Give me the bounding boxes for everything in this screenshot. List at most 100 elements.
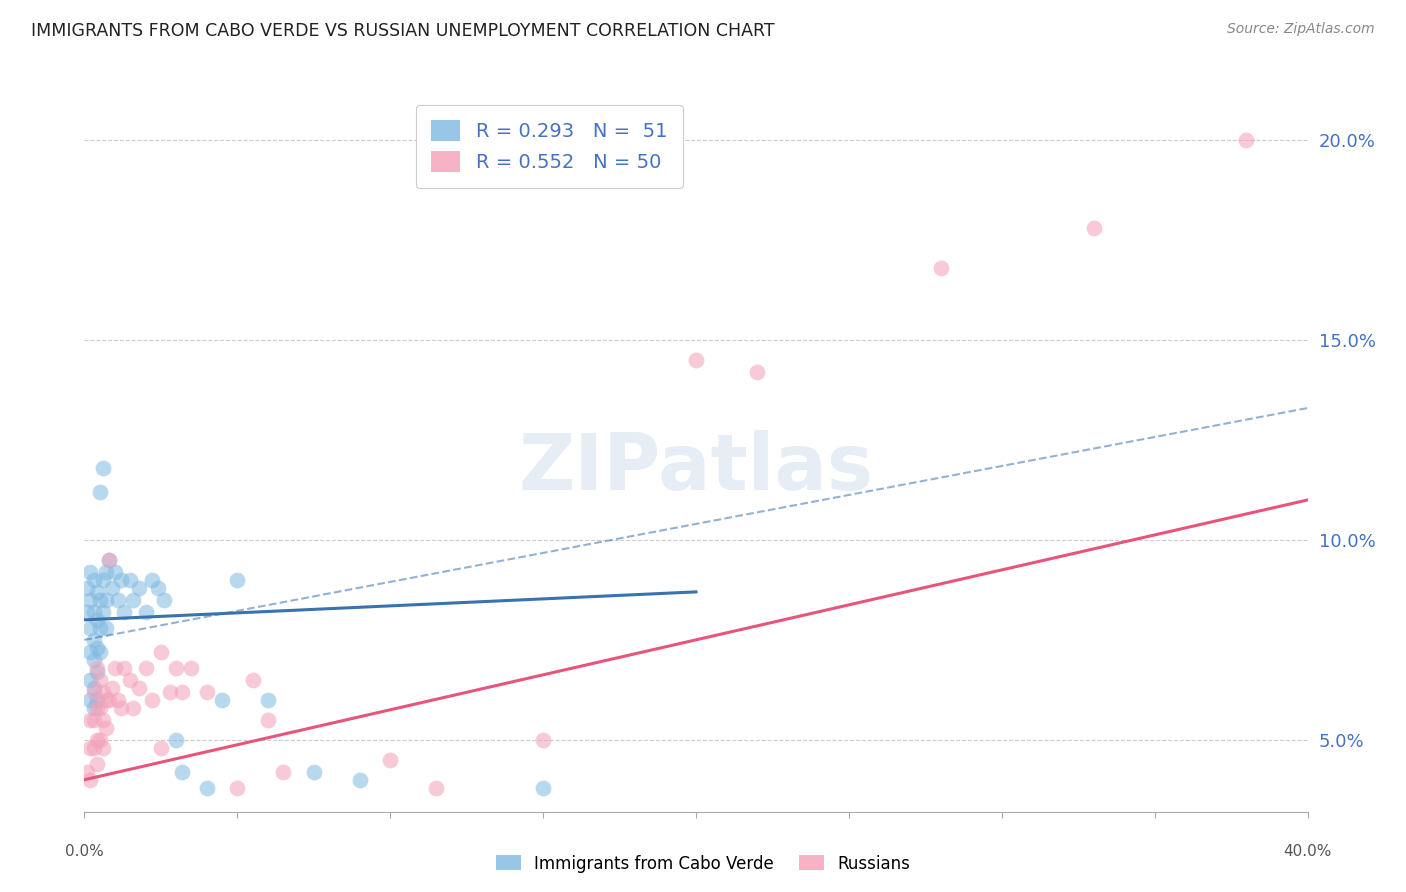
Point: [89, 673, 111, 687]
Point: [89, 593, 111, 607]
Point: [94, 565, 117, 579]
Point: [195, 780, 218, 795]
Point: [94, 693, 117, 707]
Point: [86, 585, 108, 599]
Point: [271, 764, 294, 779]
Point: [91, 740, 114, 755]
Point: [79, 565, 101, 579]
Point: [135, 605, 157, 619]
Point: [122, 700, 145, 714]
Point: [380, 753, 402, 767]
Point: [149, 740, 172, 755]
Point: [101, 681, 124, 695]
Point: [120, 573, 142, 587]
Point: [86, 700, 108, 714]
Point: [94, 621, 117, 635]
Point: [141, 693, 163, 707]
Point: [83, 740, 105, 755]
Point: [83, 713, 105, 727]
Point: [172, 764, 194, 779]
Point: [531, 732, 554, 747]
Point: [83, 573, 105, 587]
Point: [97, 553, 120, 567]
Point: [112, 661, 135, 675]
Point: [91, 713, 114, 727]
Point: [104, 565, 127, 579]
Point: [83, 653, 105, 667]
Point: [257, 713, 280, 727]
Point: [172, 685, 194, 699]
Point: [86, 613, 108, 627]
Point: [747, 365, 769, 379]
Point: [94, 721, 117, 735]
Legend: Immigrants from Cabo Verde, Russians: Immigrants from Cabo Verde, Russians: [489, 848, 917, 880]
Point: [1083, 221, 1105, 235]
Point: [685, 353, 707, 368]
Point: [83, 685, 105, 699]
Point: [86, 640, 108, 655]
Point: [86, 693, 108, 707]
Point: [83, 632, 105, 647]
Point: [79, 740, 101, 755]
Point: [83, 700, 105, 714]
Point: [1236, 133, 1258, 147]
Point: [120, 673, 142, 687]
Point: [86, 732, 108, 747]
Point: [76, 581, 98, 595]
Point: [101, 581, 124, 595]
Point: [128, 681, 150, 695]
Point: [86, 665, 108, 679]
Text: ZIPatlas: ZIPatlas: [519, 430, 873, 506]
Point: [79, 673, 101, 687]
Point: [226, 573, 249, 587]
Point: [76, 764, 98, 779]
Point: [122, 593, 145, 607]
Point: [89, 485, 111, 500]
Point: [146, 581, 169, 595]
Point: [76, 605, 98, 619]
Legend: R = 0.293   N =  51, R = 0.552   N = 50: R = 0.293 N = 51, R = 0.552 N = 50: [416, 104, 683, 188]
Point: [86, 756, 108, 771]
Point: [531, 780, 554, 795]
Point: [141, 573, 163, 587]
Point: [97, 553, 120, 567]
Point: [89, 700, 111, 714]
Point: [89, 732, 111, 747]
Text: IMMIGRANTS FROM CABO VERDE VS RUSSIAN UNEMPLOYMENT CORRELATION CHART: IMMIGRANTS FROM CABO VERDE VS RUSSIAN UN…: [31, 22, 775, 40]
Text: 0.0%: 0.0%: [65, 844, 104, 859]
Point: [929, 261, 952, 276]
Point: [79, 621, 101, 635]
Point: [135, 661, 157, 675]
Point: [104, 661, 127, 675]
Point: [257, 693, 280, 707]
Point: [195, 685, 218, 699]
Point: [302, 764, 325, 779]
Point: [165, 661, 187, 675]
Point: [91, 461, 114, 475]
Point: [226, 780, 249, 795]
Point: [91, 685, 114, 699]
Text: Source: ZipAtlas.com: Source: ZipAtlas.com: [1227, 22, 1375, 37]
Point: [107, 693, 129, 707]
Point: [349, 772, 371, 787]
Point: [149, 645, 172, 659]
Point: [107, 593, 129, 607]
Point: [110, 573, 132, 587]
Text: 40.0%: 40.0%: [1284, 844, 1331, 859]
Point: [128, 581, 150, 595]
Point: [79, 713, 101, 727]
Point: [91, 573, 114, 587]
Point: [89, 621, 111, 635]
Point: [86, 661, 108, 675]
Point: [91, 605, 114, 619]
Point: [79, 593, 101, 607]
Point: [79, 693, 101, 707]
Point: [79, 645, 101, 659]
Point: [89, 645, 111, 659]
Point: [153, 593, 176, 607]
Point: [83, 605, 105, 619]
Point: [94, 593, 117, 607]
Point: [159, 685, 181, 699]
Point: [211, 693, 233, 707]
Point: [165, 732, 187, 747]
